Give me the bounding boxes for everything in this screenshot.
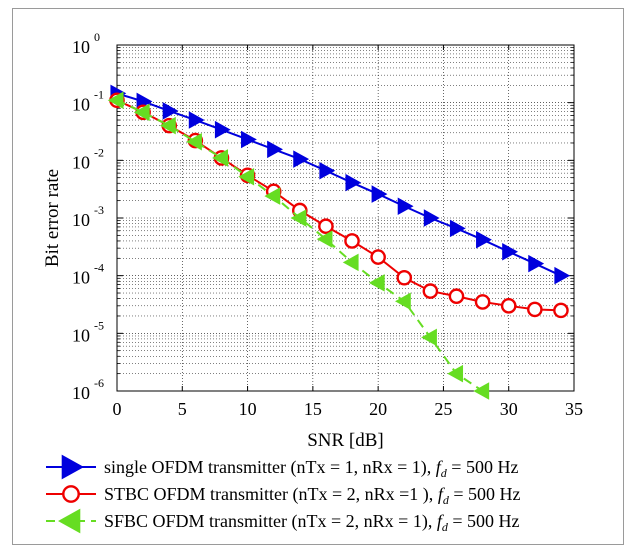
data-point — [159, 116, 176, 135]
data-point — [368, 274, 385, 292]
data-point — [344, 233, 360, 249]
x-tick-label: 0 — [113, 399, 122, 419]
data-point — [162, 102, 179, 120]
y-tick-exponent: -4 — [94, 261, 104, 275]
data-point — [421, 328, 437, 347]
y-tick-exponent: -5 — [94, 318, 104, 332]
series-line — [116, 99, 561, 312]
data-point — [528, 254, 545, 273]
data-point — [186, 132, 202, 151]
data-point — [527, 301, 543, 318]
data-point — [473, 382, 490, 400]
data-point — [238, 167, 255, 186]
data-point — [342, 253, 359, 272]
y-tick-label: 10 — [72, 383, 90, 403]
x-tick-label: 35 — [565, 399, 583, 419]
grid-layer — [117, 45, 574, 391]
data-point — [394, 292, 411, 311]
data-point — [371, 185, 388, 203]
x-tick-label: 10 — [239, 399, 257, 419]
data-point — [397, 197, 414, 215]
y-tick-label: 10 — [72, 37, 90, 57]
series-2 — [107, 91, 490, 400]
data-point — [500, 298, 517, 314]
data-point — [133, 103, 150, 122]
data-point — [474, 294, 491, 310]
legend-marker — [57, 508, 81, 534]
legend-marker — [61, 454, 85, 480]
data-point — [267, 140, 283, 159]
data-point — [214, 120, 231, 139]
data-point — [293, 150, 310, 168]
legend-label: single OFDM transmitter (nTx = 1, nRx = … — [104, 457, 518, 480]
legend-marker — [62, 485, 80, 503]
data-point — [553, 302, 569, 319]
y-tick-label: 10 — [72, 210, 90, 230]
data-point — [502, 242, 518, 261]
data-point — [447, 364, 464, 383]
y-tick-label: 10 — [72, 325, 90, 345]
x-axis-label: SNR [dB] — [307, 430, 384, 451]
data-point — [318, 218, 334, 235]
y-tick-exponent: -6 — [94, 376, 104, 390]
legend-label: STBC OFDM transmitter (nTx = 2, nRx =1 )… — [104, 484, 520, 507]
x-tick-label: 30 — [500, 399, 518, 419]
data-point — [423, 209, 440, 227]
data-point — [396, 269, 413, 286]
x-tick-label: 5 — [178, 399, 187, 419]
y-tick-exponent: -2 — [94, 145, 104, 159]
x-tick-label: 15 — [304, 399, 322, 419]
data-point — [319, 161, 336, 180]
x-tick-label: 20 — [369, 399, 387, 419]
x-tick-label: 25 — [434, 399, 452, 419]
series-1 — [109, 92, 569, 319]
data-point — [345, 173, 362, 192]
y-tick-label: 10 — [72, 95, 90, 115]
data-point — [188, 111, 205, 129]
data-point — [107, 91, 124, 110]
data-point — [476, 230, 492, 249]
y-tick-label: 10 — [72, 268, 90, 288]
data-point — [422, 283, 439, 299]
legend-entry-2: SFBC OFDM transmitter (nTx = 2, nRx = 1)… — [46, 508, 519, 534]
legend-entry-1: STBC OFDM transmitter (nTx = 2, nRx =1 )… — [46, 484, 520, 507]
data-point — [554, 266, 571, 285]
data-point — [449, 219, 466, 238]
y-tick-exponent: -1 — [94, 88, 104, 102]
data-point — [316, 230, 333, 248]
data-point — [264, 187, 281, 205]
legend: single OFDM transmitter (nTx = 1, nRx = … — [46, 454, 520, 534]
y-tick-exponent: -3 — [94, 203, 104, 217]
data-point — [290, 209, 307, 227]
legend-entry-0: single OFDM transmitter (nTx = 1, nRx = … — [46, 454, 518, 480]
data-point — [241, 130, 257, 149]
legend-label: SFBC OFDM transmitter (nTx = 2, nRx = 1)… — [104, 511, 519, 534]
data-point — [370, 249, 386, 265]
series-layer — [107, 84, 571, 400]
series-line — [116, 99, 484, 392]
series-0 — [110, 84, 571, 285]
data-point — [212, 149, 229, 167]
data-point — [448, 288, 465, 305]
y-tick-label: 10 — [72, 152, 90, 172]
y-tick-exponent: 0 — [94, 30, 100, 44]
y-axis-label: Bit error rate — [42, 169, 63, 267]
